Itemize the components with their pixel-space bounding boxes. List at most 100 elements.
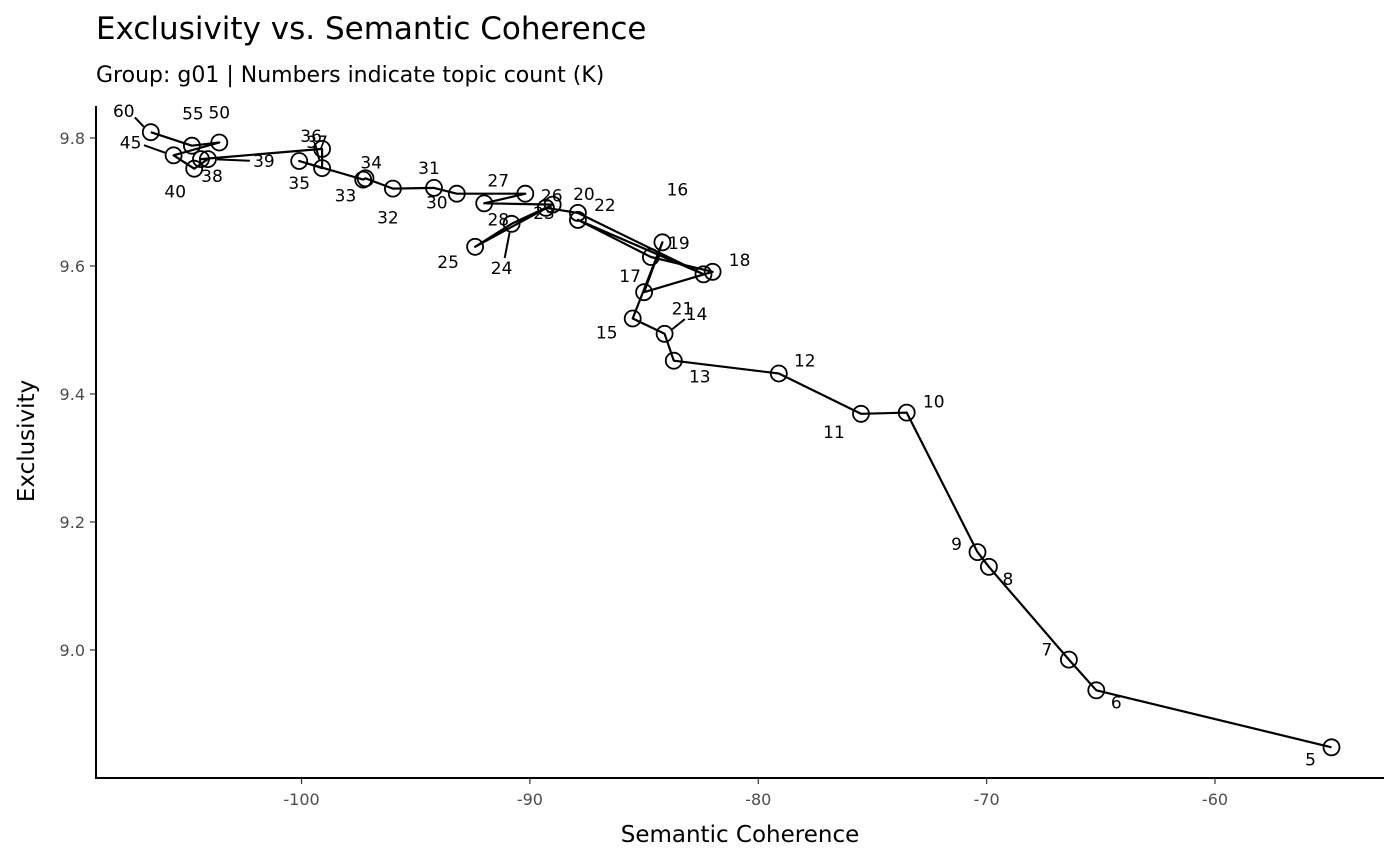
data-point-k24 (502, 214, 521, 233)
point-label-k13: 13 (689, 368, 711, 388)
point-label-k9: 9 (951, 535, 962, 555)
point-label-k7: 7 (1041, 641, 1052, 661)
x-tick-label: -100 (283, 790, 319, 809)
y-tick-label: 9.8 (60, 129, 85, 148)
data-point-k55 (182, 136, 201, 155)
data-point-k45 (164, 146, 183, 165)
y-ticks: 9.0 9.2 9.4 9.6 9.8 (60, 129, 96, 660)
data-point-k22 (569, 203, 587, 222)
point-label-k10: 10 (923, 393, 945, 413)
data-points (141, 123, 1341, 757)
data-point-k20 (569, 210, 587, 229)
data-point-k17 (635, 283, 653, 302)
data-point-k10 (897, 403, 916, 422)
x-tick-label: -80 (745, 790, 771, 809)
y-axis: 9.0 9.2 9.4 9.6 9.8 Exclusivity (14, 106, 97, 779)
label-leader (143, 144, 166, 154)
point-label-k14: 14 (686, 305, 708, 325)
point-label-k60: 60 (113, 102, 135, 122)
data-point-k36 (313, 159, 332, 178)
data-point-k12 (769, 364, 788, 383)
label-leader (314, 145, 321, 160)
x-tick-label: -90 (517, 790, 543, 809)
point-label-k23: 23 (533, 204, 555, 224)
point-label-k33: 33 (335, 186, 357, 206)
label-leader (216, 158, 250, 162)
point-label-k38: 38 (201, 167, 223, 187)
point-label-k30: 30 (426, 194, 448, 214)
x-axis: -100 -90 -80 -70 -60 Semantic Coherence (96, 777, 1384, 848)
y-tick-label: 9.4 (60, 385, 85, 404)
data-point-k28 (516, 184, 535, 203)
label-leader (671, 318, 686, 330)
data-point-k21 (694, 265, 713, 284)
data-point-k27 (475, 194, 494, 213)
point-label-k18: 18 (729, 251, 751, 271)
point-label-k50: 50 (208, 104, 230, 124)
point-label-k36: 36 (300, 127, 322, 147)
data-point-k38 (192, 150, 210, 169)
point-label-k28: 28 (487, 211, 509, 231)
point-label-k45: 45 (120, 133, 142, 153)
chart-subtitle: Group: g01 | Numbers indicate topic coun… (96, 63, 604, 88)
y-tick-label: 9.6 (60, 257, 85, 276)
point-label-k26: 26 (541, 187, 563, 207)
data-point-k60 (141, 123, 160, 142)
data-point-k30 (447, 184, 466, 203)
data-point-k9 (968, 543, 987, 561)
plot-area: 5 6 7 8 9 10 11 12 13 14 15 16 17 18 19 20 21 22 23 24 25 26 2… (113, 102, 1341, 770)
point-label-k37: 37 (306, 133, 328, 153)
point-label-k32: 32 (377, 209, 399, 229)
point-label-k55: 55 (182, 105, 204, 125)
data-point-k39 (198, 150, 217, 169)
point-label-k20: 20 (573, 185, 595, 205)
point-label-k34: 34 (360, 154, 382, 174)
point-label-k39: 39 (253, 152, 275, 172)
point-labels: 5 6 7 8 9 10 11 12 13 14 15 16 17 18 19 20 21 22 23 24 25 26 2… (113, 102, 1316, 770)
data-point-k31 (425, 178, 443, 197)
point-label-k24: 24 (491, 259, 513, 279)
data-point-k6 (1087, 681, 1106, 700)
point-label-k8: 8 (1002, 570, 1013, 590)
y-tick-label: 9.0 (60, 641, 85, 660)
data-point-k16 (653, 233, 672, 252)
data-point-k14 (655, 324, 674, 343)
y-tick-label: 9.2 (60, 513, 85, 532)
data-point-k34 (354, 170, 373, 189)
point-label-k35: 35 (288, 174, 310, 194)
data-point-k40 (185, 159, 204, 178)
point-label-k40: 40 (164, 183, 186, 203)
point-label-k17: 17 (619, 267, 641, 287)
data-point-k25 (466, 237, 485, 256)
data-point-k13 (664, 351, 683, 370)
point-label-k5: 5 (1305, 750, 1316, 770)
point-label-k15: 15 (596, 324, 618, 344)
label-leader (503, 232, 511, 259)
data-point-k7 (1060, 650, 1078, 669)
data-point-k37 (313, 139, 332, 158)
x-ticks: -100 -90 -80 -70 -60 (283, 778, 1228, 809)
data-point-k50 (210, 133, 229, 152)
point-label-k11: 11 (823, 423, 845, 443)
label-leaders (134, 116, 686, 330)
x-tick-label: -70 (974, 790, 1000, 809)
data-point-k11 (852, 404, 870, 423)
point-label-k31: 31 (418, 159, 440, 179)
data-point-k5 (1322, 738, 1341, 757)
data-point-k19 (642, 248, 660, 266)
data-point-k8 (980, 557, 998, 576)
series-line (150, 131, 1332, 749)
y-axis-title: Exclusivity (14, 380, 40, 502)
chart-title: Exclusivity vs. Semantic Coherence (96, 11, 646, 47)
point-label-k25: 25 (437, 253, 459, 273)
data-point-k15 (623, 309, 642, 328)
data-point-k26 (543, 195, 562, 214)
data-point-k18 (703, 262, 722, 281)
data-point-k35 (290, 152, 309, 170)
data-point-k33 (356, 169, 375, 188)
point-label-k16: 16 (667, 180, 689, 200)
point-label-k21: 21 (672, 299, 694, 319)
point-label-k27: 27 (487, 171, 509, 191)
label-leader (134, 116, 145, 128)
